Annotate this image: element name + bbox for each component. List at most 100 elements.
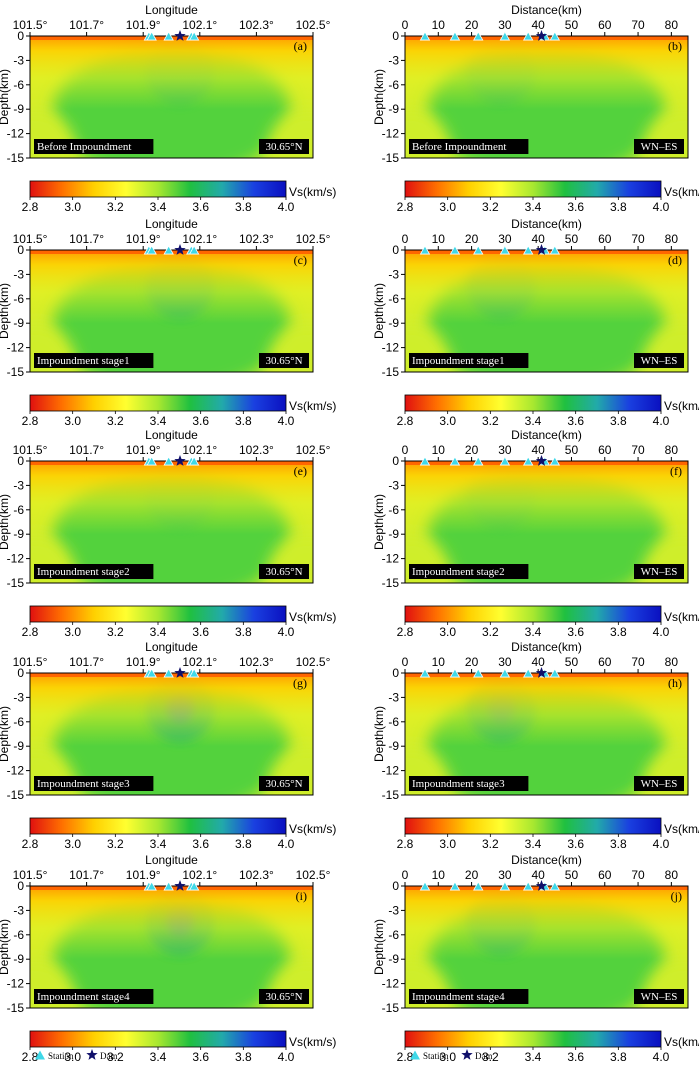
section-tag: WN–ES: [634, 353, 684, 368]
top-tick-label: 40: [531, 232, 545, 246]
top-tick-label: 102.5°: [296, 868, 331, 882]
top-tick-label: 30: [498, 443, 512, 457]
depth-axis: 0 -3 -6 -9 -12 -15 Depth(km): [0, 879, 30, 1015]
section-tag-box: [634, 353, 684, 368]
depth-tick-label: -3: [388, 267, 399, 281]
colorbar-tick-label: 3.0: [439, 625, 456, 639]
station-icon: [549, 456, 561, 466]
depth-tick-label: -12: [7, 977, 25, 991]
stage-label-box: [409, 564, 529, 579]
section-tag: WN–ES: [634, 564, 684, 579]
top-tick-label: 60: [598, 232, 612, 246]
top-tick-label: 60: [598, 18, 612, 32]
station-icon: [188, 881, 200, 891]
station-icon: [473, 245, 484, 255]
colorbar-tick-label: 3.4: [150, 414, 167, 428]
colorbar-tick-label: 3.0: [64, 625, 81, 639]
colorbar: 2.8 3.0 3.2 3.4 3.6 3.8 4.0Vs(km/s): [22, 180, 336, 214]
top-tick-label: 102.1°: [182, 655, 217, 669]
depth-axis-title: Depth(km): [0, 919, 11, 975]
colorbar-bar: [404, 394, 662, 412]
colorbar-tick-label: 3.2: [107, 1050, 124, 1064]
depth-axis: 0 -3 -6 -9 -12 -15 Depth(km): [0, 243, 30, 379]
dam-legend-icon: [461, 1049, 473, 1060]
station-icon: [188, 456, 200, 466]
colorbar-tick-label: 4.0: [278, 625, 295, 639]
top-tick-label: 102.3°: [239, 655, 274, 669]
velocity-field: [30, 250, 313, 372]
surface-layer: [30, 886, 313, 1008]
colorbar-tick-label: 3.2: [482, 625, 499, 639]
surface-layer: [30, 461, 313, 583]
station-icon: [523, 245, 534, 255]
colorbar-bar: [29, 394, 287, 412]
top-tick-label: 101.5°: [13, 18, 48, 32]
colorbar: 2.8 3.0 3.2 3.4 3.6 3.8 4.0Vs(km/s): [22, 817, 336, 851]
colorbar-label: Vs(km/s): [289, 399, 336, 413]
colorbar-tick-label: 3.2: [482, 1050, 499, 1064]
top-tick-label: 102.3°: [239, 18, 274, 32]
station-icon: [549, 31, 561, 41]
depth-tick-label: -15: [382, 365, 400, 379]
panel-frame: [29, 460, 314, 584]
panel-d: 0 10 20 30 40 50 60 70 80 Distance(km) 0 -3 -6 -9 -12 -…: [372, 217, 699, 428]
top-tick-label: 70: [631, 443, 645, 457]
station-icon: [419, 668, 431, 678]
top-axis: 101.5° 101.7° 101.9° 102.1° 102.3° 102.5°: [13, 655, 331, 673]
panel-letter: (b): [668, 39, 682, 53]
top-tick-label: 102.5°: [296, 18, 331, 32]
colorbar: 2.8 3.0 3.2 3.4 3.6 3.8 4.0Vs(km/s): [22, 1030, 336, 1064]
section-tag-text: WN–ES: [641, 778, 678, 790]
top-axis: 0 10 20 30 40 50 60 70 80: [402, 655, 678, 673]
depth-tick-label: -15: [7, 151, 25, 165]
velocity-field: [30, 36, 313, 158]
depth-tick-label: -3: [388, 53, 399, 67]
section-tag: WN–ES: [634, 989, 684, 1004]
stage-label-box: [409, 989, 529, 1004]
colorbar-tick-label: 3.2: [482, 414, 499, 428]
colorbar-bar: [404, 605, 662, 623]
top-tick-label: 0: [402, 443, 409, 457]
panel-letter: (h): [668, 676, 682, 690]
depth-tick-label: -9: [13, 952, 24, 966]
stage-label-text: Before Impoundment: [37, 141, 131, 153]
top-tick-label: 20: [465, 868, 479, 882]
station-legend-label: Station: [423, 1051, 449, 1061]
panel-frame: [29, 885, 314, 1009]
section-tag-box: [259, 989, 309, 1004]
velocity-field: [405, 461, 688, 583]
panel-letter: (g): [293, 676, 307, 690]
colorbar-tick-label: 3.4: [150, 837, 167, 851]
colorbar-tick-label: 3.8: [235, 200, 252, 214]
top-tick-label: 102.3°: [239, 868, 274, 882]
colorbar-label: Vs(km/s): [664, 1035, 699, 1049]
colorbar-bar: [29, 605, 287, 623]
top-tick-label: 101.9°: [126, 868, 161, 882]
top-tick-label: 80: [665, 18, 679, 32]
top-tick-label: 60: [598, 655, 612, 669]
colorbar-bar: [404, 1030, 662, 1048]
depth-tick-label: -12: [382, 341, 400, 355]
depth-tick-label: -15: [7, 365, 25, 379]
depth-tick-label: 0: [392, 29, 399, 43]
section-tag-text: WN–ES: [641, 355, 678, 367]
station-icon: [499, 668, 511, 678]
depth-tick-label: -6: [13, 928, 24, 942]
station-icon: [146, 668, 157, 678]
panel-j: 0 10 20 30 40 50 60 70 80 Distance(km) 0 -3 -6 -9 -12 -…: [372, 853, 699, 1064]
depth-tick-label: -3: [13, 690, 24, 704]
top-tick-label: 0: [402, 18, 409, 32]
dam-legend-icon: [86, 1049, 98, 1060]
top-tick-label: 102.5°: [296, 232, 331, 246]
section-tag-text: WN–ES: [641, 566, 678, 578]
stage-label-text: Impoundment stage4: [37, 991, 130, 1003]
panel-e: 101.5° 101.7° 101.9° 102.1° 102.3° 102.5° Long…: [0, 428, 336, 639]
colorbar-tick-label: 3.2: [107, 625, 124, 639]
depth-tick-label: -15: [7, 788, 25, 802]
station-icon: [163, 668, 174, 678]
colorbar-tick-label: 3.2: [107, 837, 124, 851]
colorbar-tick-label: 2.8: [397, 414, 414, 428]
depth-tick-label: -9: [13, 316, 24, 330]
colorbar-label: Vs(km/s): [289, 1035, 336, 1049]
